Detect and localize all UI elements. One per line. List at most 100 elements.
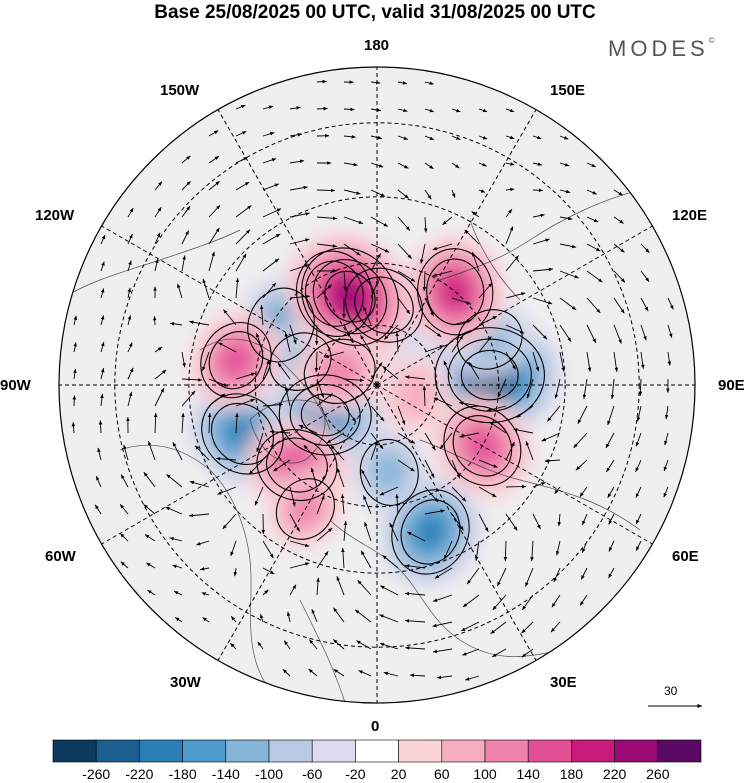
wind-vector xyxy=(100,288,105,299)
wind-vector xyxy=(478,459,498,468)
wind-vector xyxy=(127,207,134,218)
wind-vector xyxy=(496,567,507,587)
wind-vector xyxy=(478,189,486,193)
wind-vector xyxy=(437,675,453,680)
wind-vector xyxy=(262,282,277,299)
wind-vector xyxy=(143,504,156,515)
wind-vector xyxy=(154,258,159,272)
wind-vector xyxy=(557,513,562,527)
wind-vector xyxy=(432,243,453,251)
wind-vector xyxy=(489,421,507,434)
wind-vector xyxy=(451,319,472,326)
meridian-60 xyxy=(376,384,653,545)
wind-vector xyxy=(613,324,622,344)
wind-vector xyxy=(424,345,445,353)
wind-vector xyxy=(395,494,399,515)
wind-vector xyxy=(424,486,439,503)
wind-vector xyxy=(397,432,416,444)
wind-vector xyxy=(235,229,251,245)
colorbar-label: -220 xyxy=(125,766,154,782)
wind-vector xyxy=(144,534,156,542)
wind-vector xyxy=(397,459,415,472)
wind-vector xyxy=(607,405,615,426)
wind-vector xyxy=(200,567,210,571)
wind-vector xyxy=(432,621,453,628)
wind-vector xyxy=(181,205,191,218)
wind-vector xyxy=(94,504,102,515)
wind-vector xyxy=(284,332,291,353)
wind-vector xyxy=(154,232,161,245)
wind-vector xyxy=(424,509,445,515)
wind-vector xyxy=(559,216,573,221)
wind-vector xyxy=(202,351,210,372)
positive-anomaly-13-level-3 xyxy=(219,342,253,378)
wind-vector xyxy=(638,378,643,396)
wind-vector xyxy=(471,211,480,218)
wind-vector xyxy=(343,189,361,195)
wind-vector xyxy=(370,108,382,112)
wind-vector xyxy=(405,646,426,650)
wind-vector xyxy=(462,594,480,608)
wind-vector xyxy=(100,315,105,326)
wind-vector xyxy=(181,155,191,164)
colorbar-label: -60 xyxy=(302,766,323,782)
wind-vector xyxy=(586,351,592,372)
wind-vector xyxy=(521,594,534,611)
wind-vector xyxy=(433,397,453,407)
colorbar xyxy=(52,739,702,763)
wind-vector xyxy=(202,278,210,299)
wind-vector xyxy=(424,162,434,170)
wind-vector xyxy=(424,108,434,113)
contour-15-1 xyxy=(266,437,328,493)
wind-vector xyxy=(181,390,196,407)
colorbar-swatch-11 xyxy=(527,739,572,763)
wind-vector xyxy=(316,527,333,542)
wind-vector xyxy=(424,297,434,317)
wind-vector xyxy=(172,564,183,569)
wind-vector xyxy=(316,378,325,399)
wind-vector xyxy=(424,324,442,338)
wind-vector xyxy=(316,216,337,221)
wind-vector xyxy=(259,305,264,326)
wind-vector xyxy=(532,351,540,372)
wind-vector xyxy=(218,342,237,353)
contour-13-0 xyxy=(200,322,272,399)
wind-vector xyxy=(262,359,270,380)
wind-vector xyxy=(397,189,409,199)
wind-vector xyxy=(316,188,335,193)
wind-vector xyxy=(605,432,615,449)
wind-vector xyxy=(451,135,461,141)
wind-vector xyxy=(316,243,337,248)
wind-vector xyxy=(235,398,255,407)
wind-vector xyxy=(451,459,461,479)
wind-vector xyxy=(174,617,183,623)
wind-vector xyxy=(424,459,435,478)
wind-vector xyxy=(379,486,399,496)
wind-vector xyxy=(127,233,133,245)
wind-vector xyxy=(439,432,453,450)
wind-vector xyxy=(521,621,534,634)
wind-vector xyxy=(336,576,345,596)
wind-vector xyxy=(521,648,534,658)
wind-vector xyxy=(503,540,508,562)
wind-vector xyxy=(127,367,134,380)
wind-vector xyxy=(579,486,588,498)
wind-vector xyxy=(235,181,250,191)
colorbar-swatch-14 xyxy=(657,739,702,763)
wind-vector xyxy=(608,513,615,525)
label-150e: 150E xyxy=(550,82,586,99)
colorbar-label: 180 xyxy=(559,766,584,782)
wind-vector xyxy=(613,216,624,224)
wind-vector xyxy=(389,522,399,542)
wind-vector xyxy=(143,471,156,488)
label-90w: 90W xyxy=(0,377,31,394)
contour-4-0 xyxy=(269,332,332,391)
wind-vector xyxy=(181,180,191,191)
wind-vector xyxy=(308,639,318,650)
colorbar-label: 100 xyxy=(473,766,497,782)
wind-vector xyxy=(478,336,492,353)
wind-vector xyxy=(154,181,163,191)
contour-0-2 xyxy=(460,349,519,401)
wind-vector xyxy=(262,540,274,559)
